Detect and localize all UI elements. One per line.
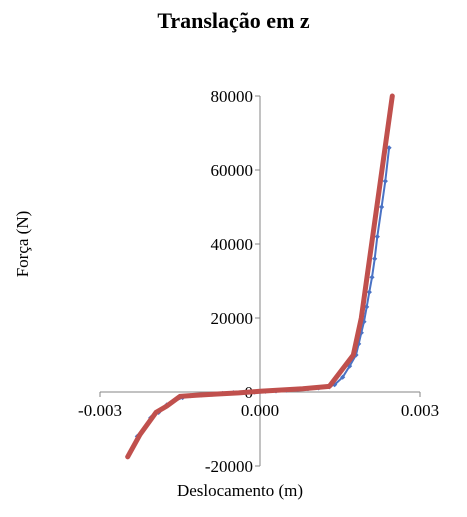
- data-point: [374, 234, 380, 240]
- y-axis-label: Força (N): [13, 211, 32, 278]
- series-line-1: [125, 93, 395, 460]
- data-point: [382, 178, 388, 184]
- y-tick-label: 80000: [211, 87, 254, 106]
- chart-title: Translação em z: [157, 8, 310, 33]
- data-point: [340, 374, 346, 380]
- x-tick-label: -0.003: [78, 401, 122, 420]
- x-tick-label: 0.003: [401, 401, 439, 420]
- data-point: [364, 304, 370, 310]
- y-tick-label: -20000: [205, 457, 253, 476]
- y-tick-label: 20000: [211, 309, 254, 328]
- x-axis-label: Deslocamento (m): [177, 481, 303, 500]
- y-tick-label: 40000: [211, 235, 254, 254]
- data-point: [369, 274, 375, 280]
- data-point: [366, 289, 372, 295]
- data-point: [379, 204, 385, 210]
- data-point: [332, 382, 338, 388]
- data-point: [356, 341, 362, 347]
- x-tick-label: 0.000: [241, 401, 279, 420]
- data-point: [358, 330, 364, 336]
- data-point: [386, 145, 392, 151]
- data-point: [347, 363, 353, 369]
- y-tick-label: 60000: [211, 161, 254, 180]
- plot-area: [125, 93, 395, 460]
- data-point: [372, 256, 378, 262]
